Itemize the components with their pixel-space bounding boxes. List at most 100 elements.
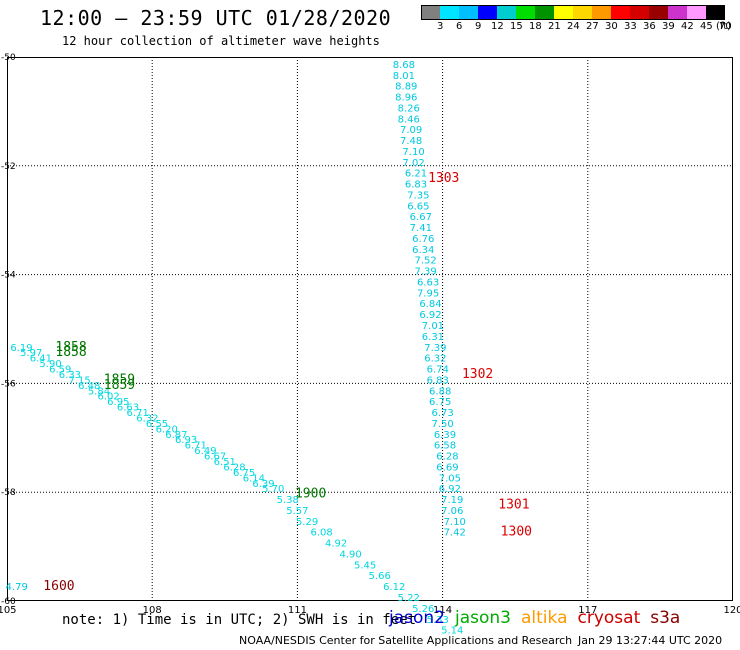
color-swatch bbox=[573, 5, 592, 20]
wave-height-point: 6.71 bbox=[185, 441, 207, 452]
wave-height-point: 6.83 bbox=[427, 375, 449, 386]
footer-note: note: 1) Time is in UTC; 2) SWH is in fe… bbox=[62, 612, 417, 628]
color-scale-label: 6 bbox=[456, 21, 463, 32]
wave-height-point: 6.92 bbox=[439, 484, 461, 495]
color-scale-label: 18 bbox=[529, 21, 542, 32]
color-scale-label: 24 bbox=[567, 21, 580, 32]
footer-timestamp: Jan 29 13:27:44 UTC 2020 bbox=[578, 634, 723, 647]
time-label: 1859 bbox=[104, 372, 135, 387]
wave-height-point: 6.58 bbox=[434, 441, 456, 452]
wave-height-point: 5.90 bbox=[39, 359, 61, 370]
x-tick-label: 117 bbox=[578, 605, 597, 616]
wave-height-point: 6.14 bbox=[243, 473, 265, 484]
time-label: 1900 bbox=[295, 487, 326, 502]
color-scale-label: 36 bbox=[643, 21, 656, 32]
color-swatch bbox=[440, 5, 459, 20]
wave-height-point: 6.33 bbox=[59, 370, 81, 381]
satellite-legend: jason2 jason3 altika cryosat s3a bbox=[389, 608, 690, 628]
wave-height-point: 5.97 bbox=[20, 348, 42, 359]
color-swatch bbox=[459, 5, 478, 20]
wave-height-point: 5.29 bbox=[296, 517, 318, 528]
wave-height-point: 6.41 bbox=[30, 354, 52, 365]
y-tick-label: -54 bbox=[1, 271, 16, 281]
color-swatch bbox=[535, 5, 554, 20]
wave-height-point: 8.01 bbox=[393, 71, 415, 82]
wave-height-point: 5.57 bbox=[286, 506, 308, 517]
time-label: 1303 bbox=[428, 171, 459, 186]
wave-height-point: 7.10 bbox=[444, 517, 466, 528]
wave-height-point: 6.83 bbox=[405, 180, 427, 191]
time-label: 1859 bbox=[104, 378, 135, 393]
color-swatch bbox=[497, 5, 516, 20]
wave-height-point: 8.26 bbox=[398, 103, 420, 114]
y-tick-label: -56 bbox=[1, 379, 16, 389]
wave-height-point: 7.48 bbox=[400, 136, 422, 147]
color-scale-label: 42 bbox=[681, 21, 694, 32]
page-title: 12:00 – 23:59 UTC 01/28/2020 bbox=[40, 6, 392, 30]
wave-height-point: 8.89 bbox=[395, 82, 417, 93]
color-scale-label: 9 bbox=[475, 21, 482, 32]
color-swatch bbox=[630, 5, 649, 20]
wave-height-point: 6.28 bbox=[436, 452, 458, 463]
wave-height-point: 6.34 bbox=[412, 245, 434, 256]
wave-height-point: 7.10 bbox=[402, 147, 424, 158]
wave-height-point: 6.92 bbox=[419, 310, 441, 321]
color-scale-label: 39 bbox=[662, 21, 675, 32]
wave-height-point: 6.95 bbox=[107, 397, 129, 408]
y-tick-label: -58 bbox=[1, 488, 16, 498]
wave-height-point: 5.84 bbox=[88, 386, 110, 397]
wave-height-point: 7.39 bbox=[424, 343, 446, 354]
color-scale-unit: (ft) bbox=[716, 21, 732, 32]
wave-height-point: 6.20 bbox=[156, 424, 178, 435]
wave-height-point: 7.01 bbox=[422, 321, 444, 332]
plot-frame bbox=[7, 57, 733, 601]
color-swatch bbox=[592, 5, 611, 20]
time-label: 1600 bbox=[43, 579, 74, 594]
wave-height-point: 6.02 bbox=[98, 392, 120, 403]
color-scale-label: 3 bbox=[437, 21, 444, 32]
x-tick-label: 105 bbox=[0, 605, 17, 616]
legend-cryosat: cryosat bbox=[577, 608, 641, 628]
time-label: 1858 bbox=[55, 340, 86, 355]
wave-height-point: 6.28 bbox=[223, 462, 245, 473]
wave-height-point: 8.68 bbox=[393, 60, 415, 71]
page-subtitle: 12 hour collection of altimeter wave hei… bbox=[62, 34, 380, 48]
legend-jason2: jason2 bbox=[389, 608, 445, 628]
wave-height-point: 6.32 bbox=[424, 354, 446, 365]
wave-height-point: 6.74 bbox=[427, 365, 449, 376]
x-tick-label: 111 bbox=[288, 605, 307, 616]
color-scale-label: 33 bbox=[624, 21, 637, 32]
wave-height-point: 7.09 bbox=[400, 125, 422, 136]
x-tick-label: 120 bbox=[723, 605, 740, 616]
wave-height-point: 6.51 bbox=[214, 457, 236, 468]
wave-height-point: 7.19 bbox=[441, 495, 463, 506]
time-label: 1300 bbox=[501, 525, 532, 540]
wave-height-point: 5.70 bbox=[262, 484, 284, 495]
wave-height-point: 6.87 bbox=[165, 430, 187, 441]
color-swatch bbox=[706, 5, 725, 20]
wave-height-point: 6.49 bbox=[194, 446, 216, 457]
wave-height-point: 4.90 bbox=[340, 549, 362, 560]
wave-height-point: 6.63 bbox=[417, 277, 439, 288]
color-swatch bbox=[687, 5, 706, 20]
wave-height-point: 6.88 bbox=[429, 386, 451, 397]
wave-height-point: 7.52 bbox=[415, 256, 437, 267]
wave-height-point: 7.35 bbox=[407, 190, 429, 201]
color-scale-label: 45 bbox=[700, 21, 713, 32]
wave-height-point: 8.46 bbox=[398, 114, 420, 125]
color-swatch bbox=[478, 5, 497, 20]
color-scale-label: 21 bbox=[548, 21, 561, 32]
wave-height-point: 6.84 bbox=[419, 299, 441, 310]
color-scale-label: 70 bbox=[719, 21, 732, 32]
color-swatch bbox=[668, 5, 687, 20]
wave-height-point: 6.71 bbox=[127, 408, 149, 419]
time-label: 1301 bbox=[498, 498, 529, 513]
wave-height-point: 6.67 bbox=[204, 452, 226, 463]
wave-height-point: 6.63 bbox=[117, 403, 139, 414]
time-label: 1858 bbox=[55, 345, 86, 360]
color-scale-label: 27 bbox=[586, 21, 599, 32]
wave-height-point: 6.31 bbox=[422, 332, 444, 343]
y-tick-label: -60 bbox=[1, 597, 16, 607]
wave-height-point: 7.02 bbox=[402, 158, 424, 169]
color-swatch bbox=[554, 5, 573, 20]
